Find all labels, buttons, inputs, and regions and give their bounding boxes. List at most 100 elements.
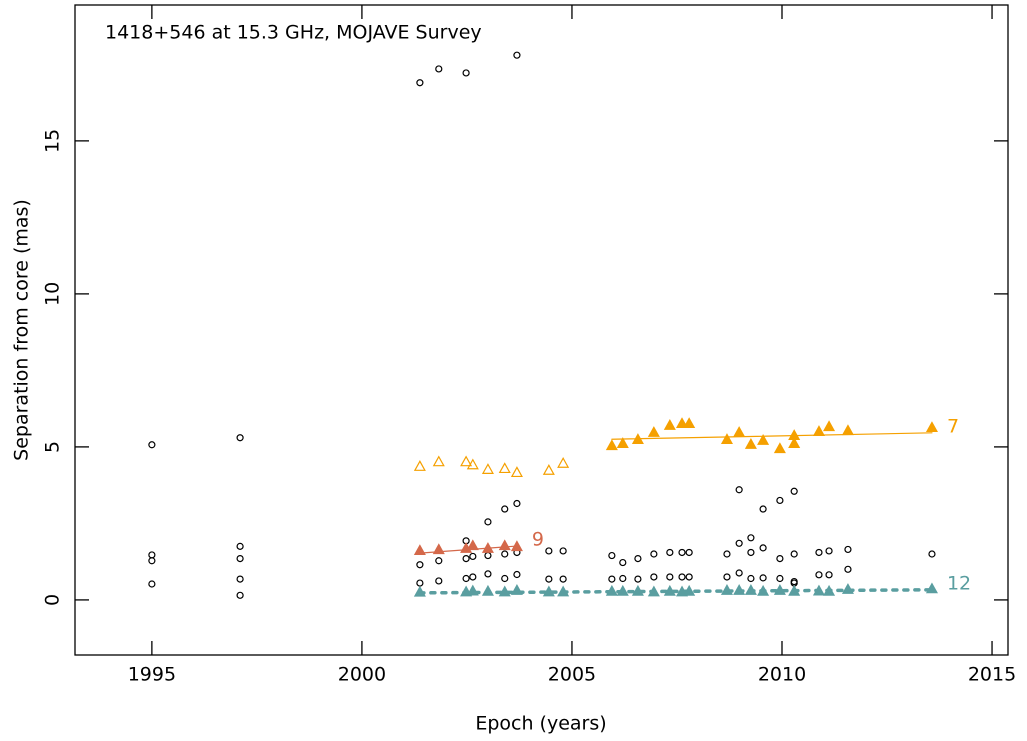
triangle-point bbox=[647, 585, 660, 597]
circle-point bbox=[236, 542, 244, 550]
circle-point bbox=[735, 569, 743, 577]
circle-point bbox=[484, 570, 492, 578]
fit-line bbox=[418, 588, 934, 595]
triangle-point bbox=[773, 583, 786, 595]
triangle-point bbox=[557, 456, 570, 468]
triangle-point bbox=[466, 458, 479, 470]
triangle-point bbox=[788, 584, 801, 596]
component-label: 7 bbox=[947, 415, 959, 437]
circle-point bbox=[825, 571, 833, 579]
triangle-point bbox=[733, 583, 746, 595]
triangle-point bbox=[663, 419, 676, 430]
circle-point bbox=[759, 505, 767, 513]
circle-point bbox=[148, 551, 156, 559]
triangle-point bbox=[812, 425, 825, 437]
triangle-point bbox=[720, 433, 733, 444]
triangle-point bbox=[510, 583, 523, 595]
triangle-point bbox=[733, 426, 746, 437]
circle-point bbox=[815, 548, 823, 557]
triangle-point bbox=[413, 585, 426, 597]
circle-point bbox=[685, 573, 693, 581]
circle-point bbox=[148, 441, 156, 449]
circle-point bbox=[484, 551, 492, 560]
circle-point bbox=[559, 547, 567, 555]
triangle-point bbox=[542, 464, 555, 475]
triangle-point bbox=[683, 584, 696, 596]
circle-point bbox=[416, 79, 424, 87]
circle-point bbox=[462, 555, 470, 563]
circle-point bbox=[513, 51, 521, 59]
triangle-point bbox=[631, 433, 644, 444]
circle-point bbox=[435, 65, 443, 73]
x-tick-label: 2005 bbox=[548, 664, 596, 686]
triangle-point bbox=[460, 455, 473, 467]
circle-point bbox=[559, 575, 567, 583]
plot-frame bbox=[74, 4, 1009, 656]
triangle-point bbox=[744, 438, 757, 449]
circle-point bbox=[928, 550, 936, 558]
circle-point bbox=[678, 548, 686, 557]
circle-point bbox=[501, 550, 509, 558]
y-tick-label: 15 bbox=[42, 129, 64, 153]
circle-point bbox=[685, 548, 693, 557]
circle-point bbox=[844, 565, 852, 573]
circle-point bbox=[462, 574, 470, 583]
circle-point bbox=[825, 547, 833, 555]
circle-point bbox=[416, 561, 424, 569]
triangle-point bbox=[744, 583, 757, 595]
circle-point bbox=[759, 574, 767, 582]
triangle-point bbox=[925, 421, 938, 433]
triangle-point bbox=[757, 584, 770, 596]
triangle-point bbox=[616, 437, 629, 448]
triangle-point bbox=[812, 584, 825, 596]
circle-point bbox=[735, 539, 743, 547]
circle-point bbox=[501, 574, 509, 583]
triangle-point bbox=[788, 437, 801, 448]
circle-point bbox=[513, 570, 521, 579]
circle-point bbox=[484, 518, 492, 526]
circle-point bbox=[545, 575, 553, 583]
circle-point bbox=[776, 555, 784, 563]
triangle-point bbox=[510, 466, 523, 478]
triangle-point bbox=[841, 583, 854, 594]
triangle-point bbox=[683, 417, 696, 429]
circle-point bbox=[236, 555, 244, 563]
circle-point bbox=[790, 550, 798, 558]
triangle-point bbox=[557, 585, 570, 597]
triangle-point bbox=[413, 544, 426, 556]
circle-point bbox=[148, 557, 156, 565]
triangle-point bbox=[481, 542, 494, 553]
triangle-point bbox=[605, 439, 618, 451]
x-tick-label: 2015 bbox=[968, 664, 1016, 686]
circle-point bbox=[619, 574, 627, 583]
triangle-point bbox=[605, 584, 618, 596]
circle-point bbox=[619, 558, 627, 567]
triangle-point bbox=[757, 434, 770, 445]
circle-point bbox=[634, 575, 642, 583]
circle-point bbox=[236, 591, 244, 599]
circle-point bbox=[236, 434, 244, 442]
circle-point bbox=[545, 547, 553, 555]
circle-point bbox=[236, 575, 244, 583]
circle-point bbox=[501, 505, 509, 513]
triangle-point bbox=[481, 463, 494, 474]
circle-point bbox=[469, 552, 477, 561]
circle-point bbox=[148, 580, 156, 588]
x-tick-label: 1995 bbox=[128, 664, 176, 686]
x-tick-label: 2010 bbox=[758, 664, 806, 686]
y-axis-label: Separation from core (mas) bbox=[11, 199, 33, 461]
circle-point bbox=[608, 551, 616, 560]
circle-point bbox=[666, 573, 674, 581]
triangle-point bbox=[631, 584, 644, 596]
circle-point bbox=[747, 574, 755, 583]
component-label: 12 bbox=[947, 572, 971, 594]
triangle-point bbox=[432, 543, 445, 555]
circle-point bbox=[678, 573, 686, 581]
triangle-point bbox=[841, 424, 854, 436]
circle-point bbox=[650, 573, 658, 581]
x-tick-label: 2000 bbox=[338, 664, 386, 686]
triangle-point bbox=[413, 460, 426, 471]
circle-point bbox=[435, 557, 443, 565]
triangle-point bbox=[663, 584, 676, 596]
